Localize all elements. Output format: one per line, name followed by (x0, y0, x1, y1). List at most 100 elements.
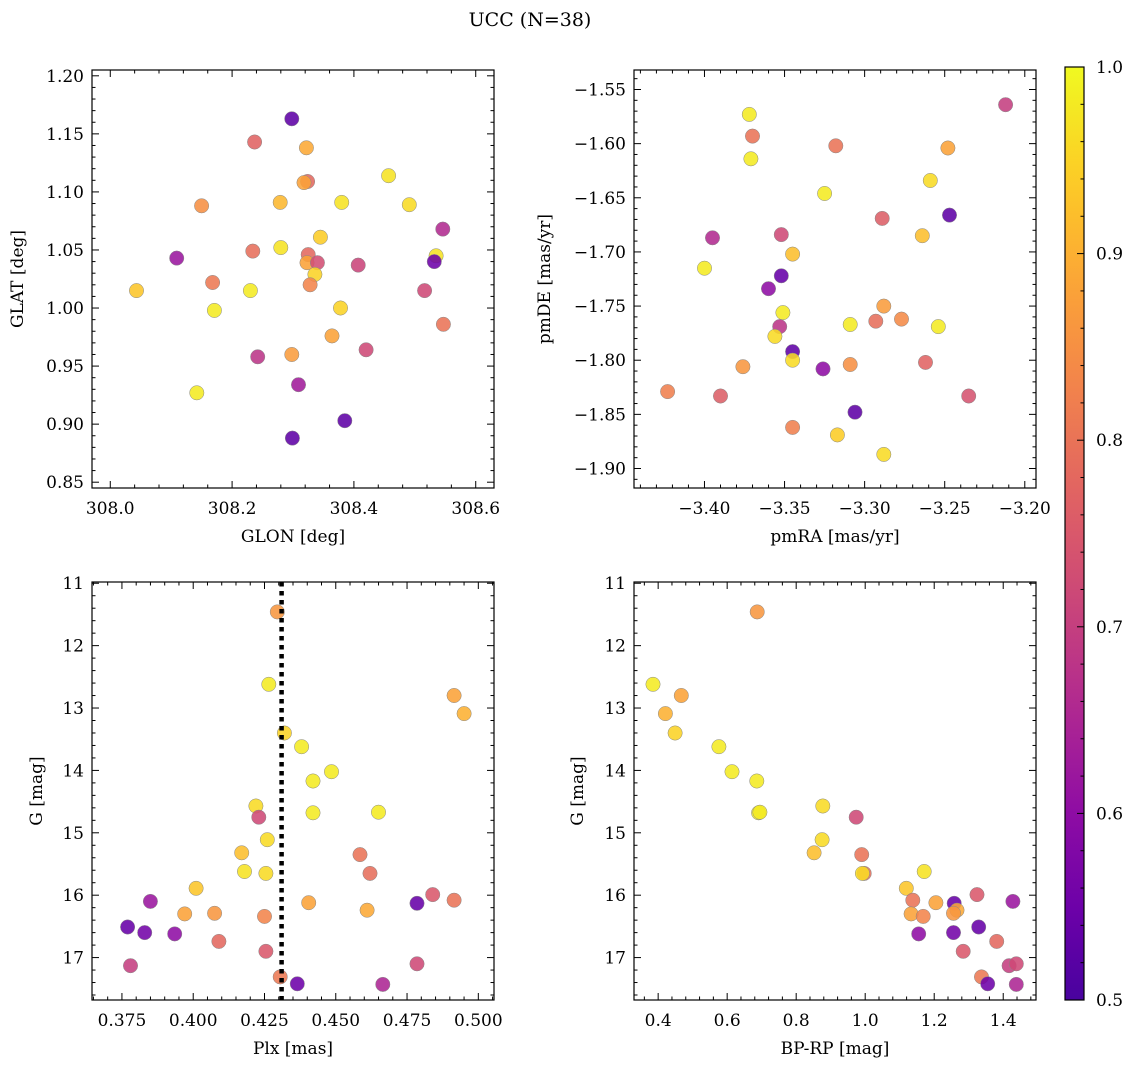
scatter-point (359, 902, 375, 918)
scatter-point (1008, 976, 1024, 992)
scatter-point (188, 880, 204, 896)
y-tick-label: −1.85 (574, 405, 626, 425)
scatter-point (333, 300, 348, 316)
scatter-point (211, 933, 227, 949)
y-tick-label: 1.15 (46, 125, 84, 145)
scatter-point (296, 175, 312, 191)
scatter-point (961, 388, 977, 404)
y-tick-label: −1.65 (574, 189, 626, 209)
colorbar-tick-label: 0.7 (1096, 618, 1123, 638)
y-tick-label: −1.90 (574, 460, 626, 480)
scatter-point (876, 446, 892, 462)
scatter-point (169, 250, 185, 266)
scatter-point (177, 906, 193, 922)
scatter-point (785, 419, 801, 435)
scatter-point (245, 243, 261, 259)
y-tick-label: 17 (604, 949, 626, 969)
scatter-point (137, 925, 153, 941)
scatter-point (426, 254, 442, 270)
ticks (92, 582, 494, 1000)
ticks (634, 582, 1036, 1000)
scatter-point (435, 221, 451, 237)
scatter-point (916, 864, 932, 879)
scatter-point (828, 138, 844, 154)
scatter-point (409, 895, 425, 911)
scatter-point (362, 865, 378, 881)
axes-frame (91, 581, 495, 1001)
axes-frame (633, 69, 1037, 489)
scatter-point (773, 227, 789, 243)
x-tick-label: 308.0 (86, 499, 135, 519)
scatter-point (258, 943, 274, 959)
scatter-point (272, 194, 288, 210)
x-tick-label: 0.400 (169, 1011, 218, 1031)
scatter-point (735, 359, 751, 375)
scatter-point (971, 919, 987, 935)
scatter-point (334, 194, 350, 210)
x-tick-label: 0.500 (454, 1011, 503, 1031)
colorbar-tick-label: 0.8 (1096, 431, 1123, 451)
x-tick-label: 0.375 (98, 1011, 147, 1031)
y-tick-label: −1.75 (574, 297, 626, 317)
y-tick-label: 1.05 (46, 241, 84, 261)
scatter-point (980, 976, 996, 992)
x-tick-label: 308.2 (208, 499, 257, 519)
scatter-point (645, 676, 661, 692)
scatter-points (660, 97, 1014, 462)
scatter-point (305, 805, 321, 821)
y-tick-label: 16 (62, 886, 84, 906)
scatter-point (854, 865, 870, 881)
x-tick-label: 1.0 (852, 1011, 879, 1031)
scatter-point (289, 976, 305, 992)
scatter-point (269, 604, 285, 620)
scatter-point (350, 257, 366, 273)
scatter-point (940, 140, 956, 156)
scatter-point (868, 313, 884, 329)
scatter-point (711, 739, 727, 755)
ticks (92, 70, 494, 488)
x-tick-label: −3.20 (999, 499, 1051, 519)
scatter-point (928, 895, 944, 911)
scatter-point (946, 925, 961, 941)
scatter-points (645, 604, 1024, 992)
scatter-point (815, 798, 831, 814)
scatter-point (261, 676, 277, 692)
y-tick-label: 13 (604, 699, 626, 719)
x-tick-label: −3.30 (839, 499, 891, 519)
scatter-point (381, 168, 397, 184)
y-tick-label: −1.60 (574, 135, 626, 155)
y-axis-label: GLAT [deg] (8, 230, 28, 328)
scatter-point (775, 305, 791, 321)
scatter-point (302, 277, 318, 293)
y-tick-label: 15 (604, 824, 626, 844)
colorbar-gradient (1065, 67, 1084, 1000)
scatter-point (258, 865, 274, 881)
scatter-point (234, 845, 250, 861)
x-tick-label: 0.6 (714, 1011, 741, 1031)
panel-4: 0.4 0.6 0.8 1.0 1.2 1.4 11 12 13 14 15 16 17 BP-RP [m… (568, 574, 1037, 1059)
scatter-point (375, 976, 391, 992)
y-tick-label: 11 (604, 574, 626, 594)
colorbar: 0.5 0.6 0.7 0.8 0.9 1.0 (1064, 58, 1123, 1011)
x-tick-label: 308.4 (330, 499, 379, 519)
scatter-point (724, 764, 740, 780)
scatter-point (752, 804, 768, 820)
scatter-point (898, 880, 914, 896)
scatter-point (123, 958, 138, 974)
scatter-point (337, 413, 353, 429)
scatter-point (142, 893, 158, 909)
scatter-point (847, 404, 863, 420)
scatter-point (1005, 893, 1021, 909)
colorbar-frame (1064, 66, 1085, 1001)
y-axis-label: G [mag] (568, 756, 588, 825)
scatter-point (741, 106, 757, 122)
scatter-point (749, 773, 765, 789)
scatter-point (456, 706, 472, 722)
scatter-point (291, 377, 306, 393)
scatter-point (814, 832, 830, 848)
scatter-point (207, 905, 223, 921)
scatter-point (251, 809, 267, 825)
scatter-point (205, 275, 221, 290)
scatter-point (312, 229, 328, 245)
